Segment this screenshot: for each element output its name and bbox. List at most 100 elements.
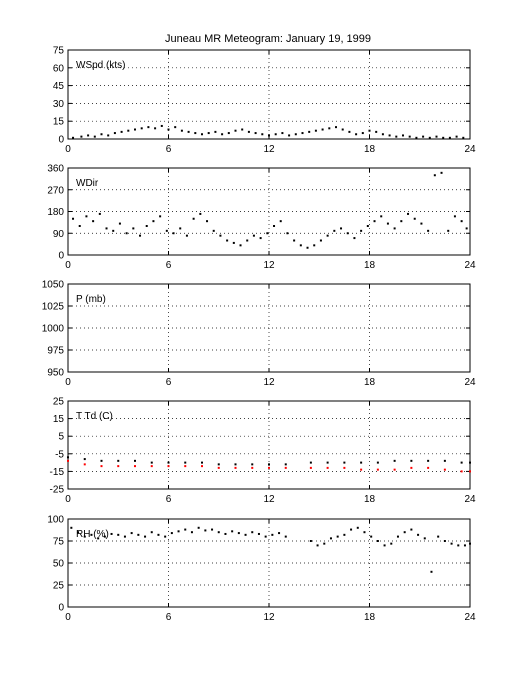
data-point <box>294 133 297 136</box>
x-tick-label: 24 <box>464 612 476 623</box>
data-point <box>309 461 312 464</box>
data-point <box>100 133 103 136</box>
data-point <box>301 132 304 135</box>
series-0 <box>72 124 465 139</box>
panel-label: T Td (C) <box>76 411 113 422</box>
y-tick-label: -25 <box>50 485 65 496</box>
data-point <box>221 133 224 136</box>
data-point <box>396 535 399 538</box>
data-point <box>314 129 317 132</box>
data-point <box>460 220 463 223</box>
data-point <box>120 130 123 133</box>
data-point <box>443 540 446 542</box>
data-point <box>251 531 254 534</box>
y-tick-label: 15 <box>53 117 65 128</box>
data-point <box>234 466 237 469</box>
data-point <box>460 461 463 464</box>
y-tick-label: 360 <box>47 164 64 175</box>
data-point <box>78 225 81 227</box>
data-point <box>326 461 329 464</box>
data-point <box>343 466 346 469</box>
data-point <box>139 234 142 237</box>
data-point <box>430 570 433 573</box>
data-point <box>184 465 187 468</box>
data-point <box>462 136 465 139</box>
x-tick-label: 12 <box>263 612 275 623</box>
data-point <box>204 529 207 532</box>
data-point <box>157 533 160 536</box>
data-point <box>363 531 366 534</box>
data-point <box>83 535 86 538</box>
data-point <box>100 465 103 468</box>
data-point <box>227 132 230 135</box>
chart-title: Juneau MR Meteogram: January 19, 1999 <box>165 33 371 45</box>
data-point <box>134 459 136 462</box>
data-point <box>152 220 155 223</box>
y-tick-label: 30 <box>53 99 65 110</box>
data-point <box>403 531 406 534</box>
panel-1: 0 90 180 270 360 0 6 12 18 24 WDir <box>47 164 476 272</box>
data-point <box>284 463 287 466</box>
data-point <box>231 530 234 533</box>
x-tick-label: 18 <box>364 144 376 155</box>
data-point <box>410 459 413 462</box>
data-point <box>286 232 289 235</box>
data-point <box>72 136 75 139</box>
data-point <box>284 535 287 538</box>
data-point <box>427 466 430 469</box>
data-point <box>366 225 369 227</box>
data-point <box>167 461 170 464</box>
panel-label: WDir <box>76 178 99 189</box>
y-tick-label: 1000 <box>42 324 65 335</box>
data-point <box>167 128 170 131</box>
y-tick-label: 0 <box>58 251 64 262</box>
data-point <box>306 246 309 249</box>
data-point <box>150 461 153 464</box>
data-point <box>90 533 93 536</box>
data-point <box>264 535 267 538</box>
data-point <box>443 459 446 462</box>
data-point <box>199 212 202 215</box>
data-point <box>340 227 343 230</box>
data-point <box>465 227 468 230</box>
data-point <box>443 468 446 471</box>
data-point <box>447 229 450 232</box>
x-tick-label: 6 <box>166 494 172 505</box>
data-point <box>393 468 396 471</box>
data-point <box>376 540 379 542</box>
data-point <box>448 136 451 139</box>
data-point <box>130 532 133 535</box>
data-point <box>281 132 284 135</box>
x-tick-label: 12 <box>263 377 275 388</box>
y-tick-label: 100 <box>47 515 64 526</box>
data-point <box>261 133 264 136</box>
data-point <box>206 220 209 223</box>
panel-0: 0 15 30 45 60 75 0 6 12 18 24 WSpd (kts) <box>53 46 476 156</box>
data-point <box>211 528 214 531</box>
data-point <box>279 220 282 223</box>
data-point <box>112 229 115 232</box>
y-tick-label: 25 <box>53 581 65 592</box>
data-point <box>132 227 135 230</box>
data-point <box>207 132 210 135</box>
data-point <box>427 229 430 232</box>
data-point <box>393 227 396 230</box>
data-point <box>201 461 203 464</box>
data-point <box>67 456 69 459</box>
data-point <box>417 533 420 536</box>
x-tick-label: 24 <box>464 494 476 505</box>
data-point <box>388 134 391 137</box>
x-tick-label: 0 <box>65 377 71 388</box>
data-point <box>154 127 157 130</box>
data-point <box>368 129 371 132</box>
data-point <box>341 128 344 131</box>
x-tick-label: 12 <box>263 494 275 505</box>
data-point <box>70 526 73 529</box>
data-point <box>219 234 222 237</box>
data-point <box>390 542 393 545</box>
data-point <box>266 232 269 235</box>
data-point <box>232 241 235 244</box>
x-tick-label: 24 <box>464 144 476 155</box>
data-point <box>460 470 463 473</box>
